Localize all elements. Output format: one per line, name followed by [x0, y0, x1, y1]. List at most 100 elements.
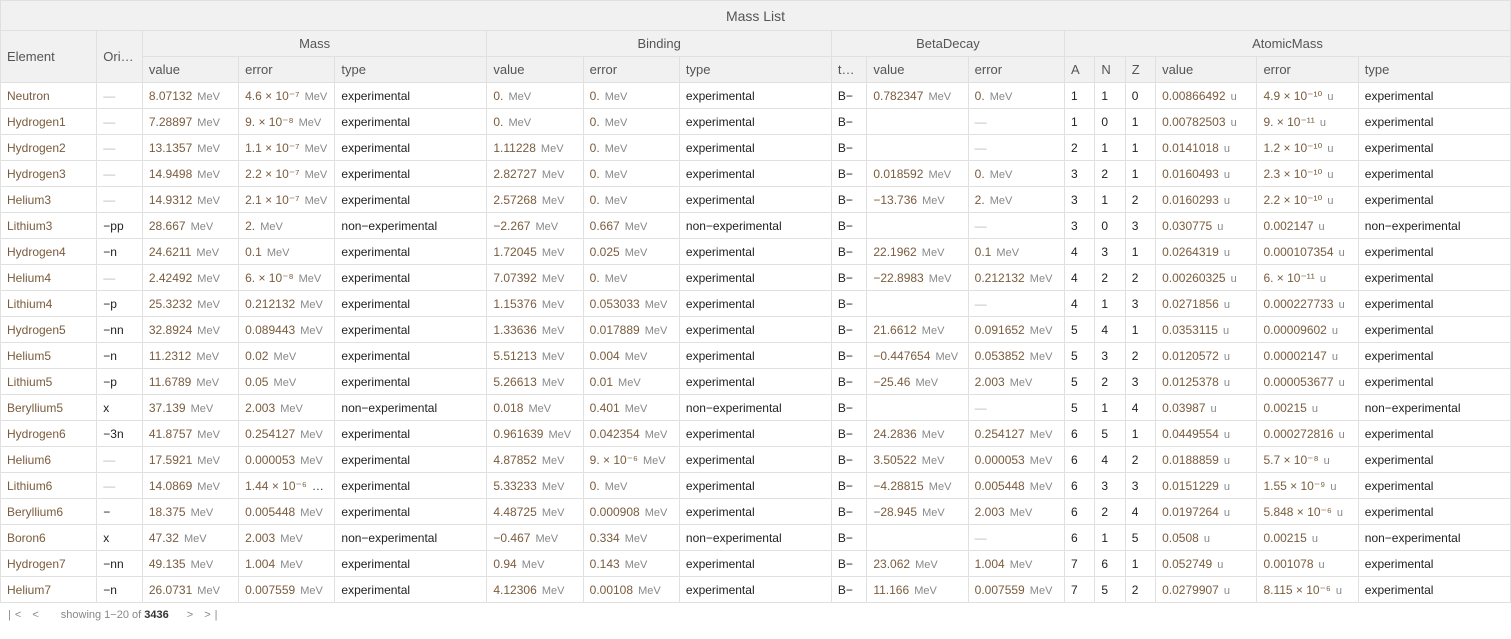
cell: experimental	[1358, 161, 1510, 187]
col-N[interactable]: N	[1095, 57, 1125, 83]
cell: 5	[1064, 395, 1094, 421]
cell: —	[968, 109, 1064, 135]
table-row[interactable]: Lithium3−pp28.667 MeV2. MeVnon−experimen…	[1, 213, 1511, 239]
cell: —	[97, 83, 143, 109]
cell: 17.5921 MeV	[142, 447, 238, 473]
cell: 1	[1095, 135, 1125, 161]
cell: —	[968, 525, 1064, 551]
cell: experimental	[1358, 265, 1510, 291]
col-A[interactable]: A	[1064, 57, 1094, 83]
cell: 0. MeV	[583, 473, 679, 499]
col-Z[interactable]: Z	[1125, 57, 1155, 83]
cell: 0. MeV	[487, 109, 583, 135]
cell: 11.6789 MeV	[142, 369, 238, 395]
cell: 2.003 MeV	[239, 395, 335, 421]
pager-prev[interactable]: |< <	[8, 609, 43, 621]
col-binding-error[interactable]: error	[583, 57, 679, 83]
cell: experimental	[335, 473, 487, 499]
cell: 2	[1125, 187, 1155, 213]
table-row[interactable]: Lithium5−p11.6789 MeV0.05 MeVexperimenta…	[1, 369, 1511, 395]
col-beta-type[interactable]: type	[831, 57, 866, 83]
cell: experimental	[335, 187, 487, 213]
cell: non−experimental	[1358, 525, 1510, 551]
cell: 0.00782503 u	[1156, 109, 1257, 135]
col-mass-type[interactable]: type	[335, 57, 487, 83]
cell: 5.7 × 10⁻⁸ u	[1257, 447, 1358, 473]
cell: 2	[1125, 577, 1155, 603]
cell: 1	[1095, 83, 1125, 109]
cell: 2. MeV	[968, 187, 1064, 213]
cell: B−	[831, 317, 866, 343]
col-origin[interactable]: Origin	[97, 31, 143, 83]
table-row[interactable]: Boron6x47.32 MeV2.003 MeVnon−experimenta…	[1, 525, 1511, 551]
col-element[interactable]: Element	[1, 31, 97, 83]
table-row[interactable]: Hydrogen1—7.28897 MeV9. × 10⁻⁸ MeVexperi…	[1, 109, 1511, 135]
cell: Hydrogen6	[1, 421, 97, 447]
cell: 1	[1095, 291, 1125, 317]
cell: 1	[1095, 525, 1125, 551]
col-group-binding[interactable]: Binding	[487, 31, 832, 57]
cell: 25.3232 MeV	[142, 291, 238, 317]
table-row[interactable]: Hydrogen6−3n41.8757 MeV0.254127 MeVexper…	[1, 421, 1511, 447]
table-row[interactable]: Lithium6—14.0869 MeV1.44 × 10⁻⁶ MeVexper…	[1, 473, 1511, 499]
cell: 0.03987 u	[1156, 395, 1257, 421]
cell: 3	[1125, 369, 1155, 395]
cell: 28.667 MeV	[142, 213, 238, 239]
cell: experimental	[1358, 187, 1510, 213]
table-row[interactable]: Helium3—14.9312 MeV2.1 × 10⁻⁷ MeVexperim…	[1, 187, 1511, 213]
cell: 0.005448 MeV	[239, 499, 335, 525]
cell: 0.018 MeV	[487, 395, 583, 421]
col-group-betadecay[interactable]: BetaDecay	[831, 31, 1064, 57]
cell: 0.053033 MeV	[583, 291, 679, 317]
col-mass-value[interactable]: value	[142, 57, 238, 83]
pager-next[interactable]: > >|	[187, 609, 222, 621]
table-row[interactable]: Helium5−n11.2312 MeV0.02 MeVexperimental…	[1, 343, 1511, 369]
cell: 1.11228 MeV	[487, 135, 583, 161]
cell: 2.57268 MeV	[487, 187, 583, 213]
cell: 4.9 × 10⁻¹⁰ u	[1257, 83, 1358, 109]
cell: 0.0160293 u	[1156, 187, 1257, 213]
cell: experimental	[335, 343, 487, 369]
col-am-type[interactable]: type	[1358, 57, 1510, 83]
cell: 1.004 MeV	[239, 551, 335, 577]
col-am-error[interactable]: error	[1257, 57, 1358, 83]
cell: 4	[1095, 447, 1125, 473]
cell: 0.254127 MeV	[239, 421, 335, 447]
cell: 0.017889 MeV	[583, 317, 679, 343]
cell: 0.0271856 u	[1156, 291, 1257, 317]
cell: 0. MeV	[583, 187, 679, 213]
table-row[interactable]: Hydrogen3—14.9498 MeV2.2 × 10⁻⁷ MeVexper…	[1, 161, 1511, 187]
table-row[interactable]: Beryllium6−18.375 MeV0.005448 MeVexperim…	[1, 499, 1511, 525]
cell: experimental	[1358, 447, 1510, 473]
cell: Hydrogen4	[1, 239, 97, 265]
table-row[interactable]: Helium4—2.42492 MeV6. × 10⁻⁸ MeVexperime…	[1, 265, 1511, 291]
col-mass-error[interactable]: error	[239, 57, 335, 83]
col-group-atomicmass[interactable]: AtomicMass	[1064, 31, 1510, 57]
col-binding-value[interactable]: value	[487, 57, 583, 83]
col-am-value[interactable]: value	[1156, 57, 1257, 83]
cell: Helium4	[1, 265, 97, 291]
col-group-mass[interactable]: Mass	[142, 31, 487, 57]
table-title: Mass List	[1, 1, 1511, 31]
cell: 0. MeV	[583, 109, 679, 135]
table-row[interactable]: Hydrogen7−nn49.135 MeV1.004 MeVexperimen…	[1, 551, 1511, 577]
cell: 3	[1064, 187, 1094, 213]
col-beta-error[interactable]: error	[968, 57, 1064, 83]
table-row[interactable]: Hydrogen4−n24.6211 MeV0.1 MeVexperimenta…	[1, 239, 1511, 265]
col-beta-value[interactable]: value	[867, 57, 968, 83]
table-row[interactable]: Helium6—17.5921 MeV0.000053 MeVexperimen…	[1, 447, 1511, 473]
cell: —	[968, 135, 1064, 161]
cell: 18.375 MeV	[142, 499, 238, 525]
table-row[interactable]: Hydrogen5−nn32.8924 MeV0.089443 MeVexper…	[1, 317, 1511, 343]
col-binding-type[interactable]: type	[679, 57, 831, 83]
cell: 2	[1125, 447, 1155, 473]
table-row[interactable]: Hydrogen2—13.1357 MeV1.1 × 10⁻⁷ MeVexper…	[1, 135, 1511, 161]
table-row[interactable]: Lithium4−p25.3232 MeV0.212132 MeVexperim…	[1, 291, 1511, 317]
table-row[interactable]: Beryllium5x37.139 MeV2.003 MeVnon−experi…	[1, 395, 1511, 421]
table-row[interactable]: Neutron—8.07132 MeV4.6 × 10⁻⁷ MeVexperim…	[1, 83, 1511, 109]
cell: 0.961639 MeV	[487, 421, 583, 447]
table-row[interactable]: Helium7−n26.0731 MeV0.007559 MeVexperime…	[1, 577, 1511, 603]
cell: −3n	[97, 421, 143, 447]
cell: experimental	[679, 369, 831, 395]
cell: B−	[831, 239, 866, 265]
